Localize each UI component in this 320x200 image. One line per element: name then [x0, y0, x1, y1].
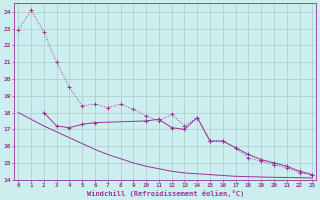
X-axis label: Windchill (Refroidissement éolien,°C): Windchill (Refroidissement éolien,°C): [87, 190, 244, 197]
